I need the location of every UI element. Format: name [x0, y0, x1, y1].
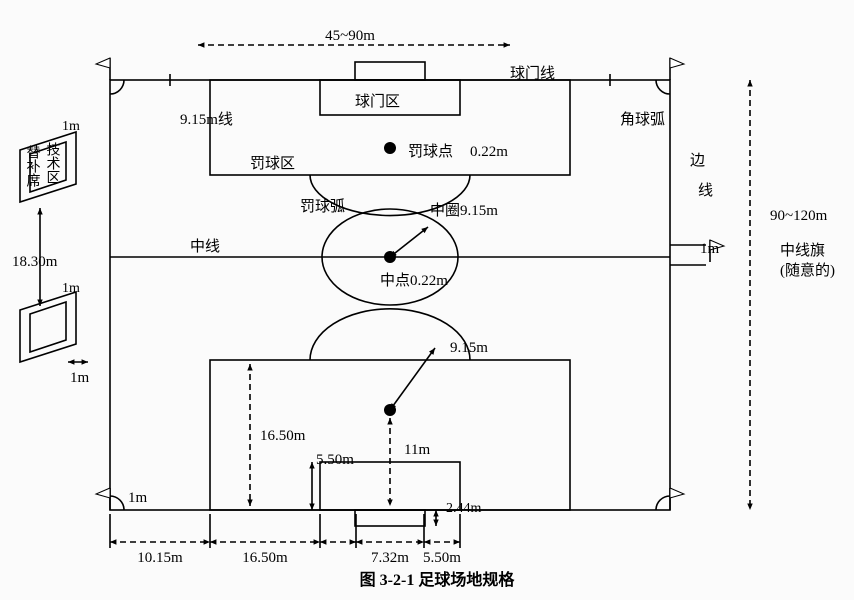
svg-text:(随意的): (随意的): [780, 261, 835, 279]
svg-text:角球弧: 角球弧: [620, 111, 665, 128]
svg-text:线: 线: [698, 182, 713, 199]
svg-text:1m: 1m: [128, 490, 148, 506]
svg-text:2.44m: 2.44m: [446, 501, 482, 516]
svg-text:技术区: 技术区: [45, 142, 61, 184]
svg-text:替补席: 替补席: [25, 145, 41, 187]
svg-text:0.22m: 0.22m: [470, 144, 508, 160]
svg-text:1m: 1m: [62, 119, 80, 134]
svg-text:中点0.22m: 中点0.22m: [380, 272, 448, 289]
svg-text:11m: 11m: [404, 442, 430, 458]
svg-text:16.50m: 16.50m: [242, 550, 288, 566]
svg-text:中线: 中线: [190, 238, 220, 255]
svg-text:90~120m: 90~120m: [770, 208, 828, 224]
svg-text:罚球区: 罚球区: [250, 155, 295, 172]
svg-text:5.50m: 5.50m: [423, 550, 461, 566]
svg-text:中圈9.15m: 中圈9.15m: [430, 202, 498, 219]
svg-text:边: 边: [690, 152, 705, 169]
svg-text:中线旗: 中线旗: [780, 242, 825, 259]
svg-text:9.15m线: 9.15m线: [180, 111, 233, 128]
svg-text:1m: 1m: [62, 281, 80, 296]
diagram-container: 45~90m 90~120m 边线中线旗 (随意的) 1m 球门线 9.15m线 球门区角球弧…: [10, 10, 854, 590]
svg-text:45~90m: 45~90m: [325, 28, 375, 44]
svg-text:18.30m: 18.30m: [12, 254, 58, 270]
svg-text:1m: 1m: [70, 370, 90, 386]
svg-text:罚球点: 罚球点: [408, 143, 453, 160]
svg-text:5.50m: 5.50m: [316, 452, 354, 468]
field-svg: 45~90m 90~120m 边线中线旗 (随意的) 1m 球门线 9.15m线 球门区角球弧…: [10, 10, 854, 590]
svg-text:7.32m: 7.32m: [371, 550, 409, 566]
svg-text:1m: 1m: [700, 241, 720, 257]
svg-text:球门线: 球门线: [510, 65, 555, 82]
svg-text:罚球弧: 罚球弧: [300, 198, 345, 215]
svg-text:16.50m: 16.50m: [260, 428, 306, 444]
svg-text:9.15m: 9.15m: [450, 340, 488, 356]
svg-text:图 3-2-1 足球场地规格: 图 3-2-1 足球场地规格: [360, 570, 516, 589]
svg-text:10.15m: 10.15m: [137, 550, 183, 566]
svg-text:球门区: 球门区: [355, 93, 400, 110]
